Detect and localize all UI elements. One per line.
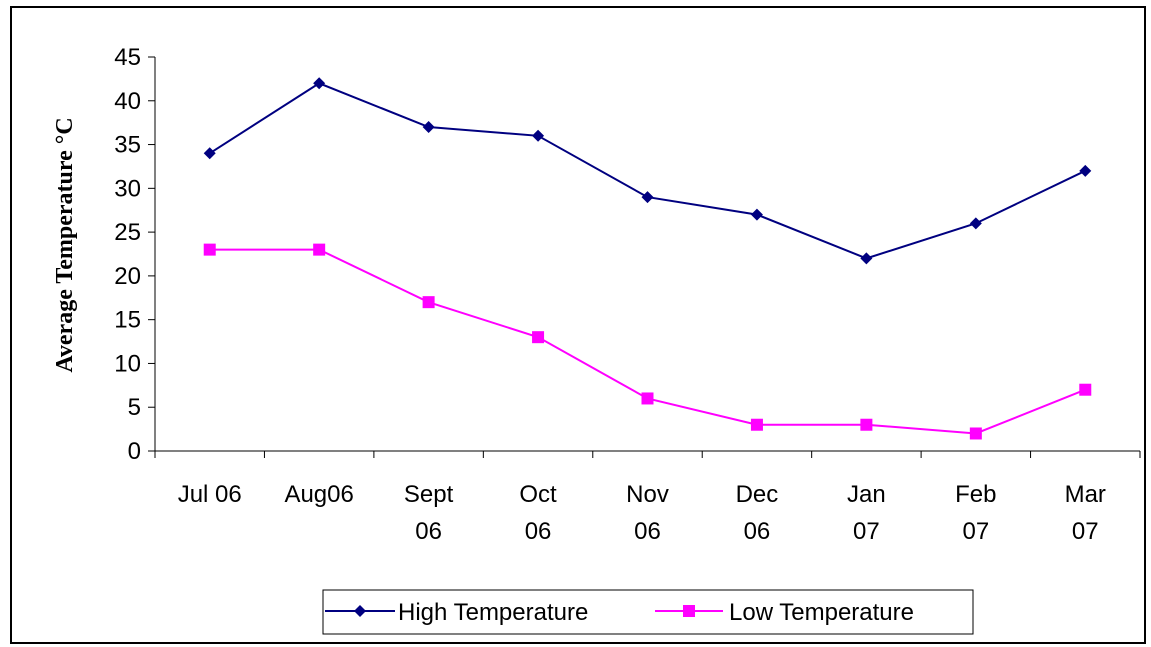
x-tick-label: Jul 06 [178, 481, 242, 508]
legend-entry: Low Temperature [655, 599, 914, 626]
x-tick-label: Dec 06 [736, 481, 779, 545]
legend-label: Low Temperature [729, 599, 914, 626]
data-point [750, 418, 763, 431]
x-tick-label-line: 06 [525, 518, 552, 545]
data-point [313, 77, 326, 90]
x-tick-label-line: 06 [744, 518, 771, 545]
y-tick-label: 45 [114, 44, 141, 71]
x-tick-label: Nov 06 [626, 481, 669, 545]
data-point [860, 418, 873, 431]
x-tick-label-line: Aug06 [284, 481, 353, 508]
data-point [422, 121, 435, 134]
x-tick-label: Aug06 [284, 481, 353, 508]
data-point [750, 208, 763, 221]
x-tick-label-line: 06 [634, 518, 661, 545]
legend-label: High Temperature [398, 599, 588, 626]
legend-box [322, 589, 974, 635]
y-tick-label: 30 [114, 175, 141, 202]
data-point [1079, 383, 1092, 396]
data-point [969, 427, 982, 440]
x-tick-label-line: 07 [853, 518, 880, 545]
data-point [1079, 164, 1092, 177]
data-point [641, 191, 654, 204]
data-point [203, 243, 216, 256]
chart-frame [10, 6, 1146, 644]
x-tick-label-line: 07 [962, 518, 989, 545]
x-tick-label: Oct 06 [519, 481, 557, 545]
x-tick-label: Sept 06 [404, 481, 454, 545]
x-tick-label-line: Dec [736, 481, 779, 508]
data-point [641, 392, 654, 405]
y-axis-ticks: 0 5 10 15 20 25 30 35 40 45 [114, 44, 155, 465]
y-tick-label: 0 [128, 438, 141, 465]
data-point [313, 243, 326, 256]
data-point [532, 331, 545, 344]
legend-entry: High Temperature [325, 599, 588, 626]
y-tick-label: 10 [114, 350, 141, 377]
data-point [203, 147, 216, 160]
y-axis-label: Average Temperature °C [52, 117, 78, 372]
y-tick-label: 25 [114, 219, 141, 246]
series-high [203, 77, 1092, 265]
axes [154, 57, 1140, 452]
x-tick-label: Jan 07 [847, 481, 886, 545]
y-tick-label: 5 [128, 394, 141, 421]
x-tick-label-line: 06 [415, 518, 442, 545]
x-tick-label-line: Nov [626, 481, 669, 508]
series-low [203, 243, 1092, 440]
data-point [532, 129, 545, 142]
legend: High Temperature Low Temperature [322, 589, 974, 635]
x-tick-label-line: 07 [1072, 518, 1099, 545]
data-point [860, 252, 873, 265]
data-point [969, 217, 982, 230]
series-layer [203, 77, 1092, 440]
x-tick-label: Mar 07 [1065, 481, 1106, 545]
y-tick-label: 40 [114, 88, 141, 115]
legend-marker [683, 605, 695, 617]
y-tick-label: 20 [114, 263, 141, 290]
series-line [209, 248, 1086, 435]
x-tick-label-line: Mar [1065, 481, 1106, 508]
x-tick-label-line: Oct [519, 481, 557, 508]
series-line [209, 82, 1086, 260]
y-tick-label: 35 [114, 132, 141, 159]
x-tick-label-line: Jul 06 [178, 481, 242, 508]
data-point [422, 296, 435, 309]
x-tick-label-line: Feb [955, 481, 996, 508]
y-tick-label: 15 [114, 307, 141, 334]
x-tick-label-line: Sept [404, 481, 454, 508]
legend-marker [354, 605, 366, 617]
x-tick-label-line: Jan [847, 481, 886, 508]
x-tick-label: Feb 07 [955, 481, 996, 545]
